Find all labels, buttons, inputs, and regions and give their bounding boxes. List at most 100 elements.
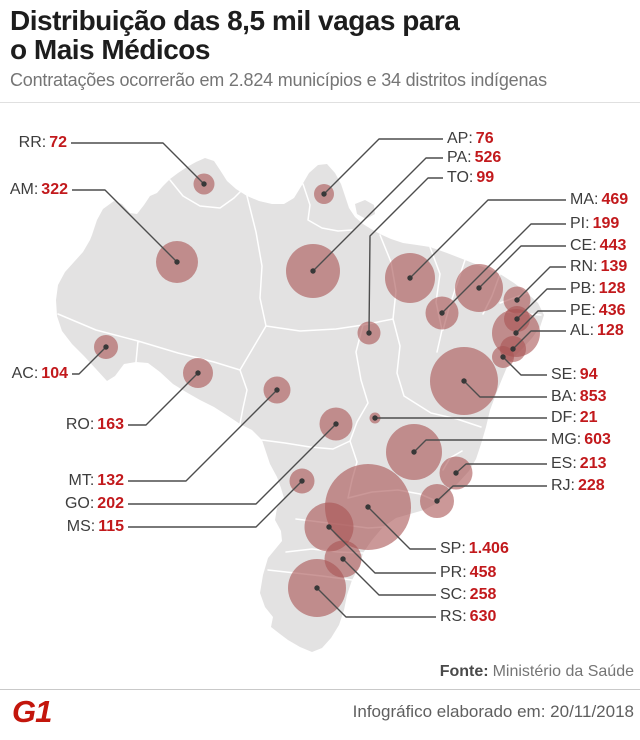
leader-line-AM (72, 189, 178, 263)
state-value: 115 (98, 518, 124, 535)
header-divider (0, 102, 640, 103)
header: Distribuição das 8,5 mil vagas para o Ma… (10, 6, 630, 91)
state-label-GO: GO: 202 (65, 494, 124, 514)
state-label-ES: ES: 213 (551, 454, 607, 474)
leader-line-MG (413, 439, 547, 453)
state-value: 213 (579, 455, 607, 472)
leader-line-ES (455, 463, 547, 474)
state-value: 258 (469, 586, 497, 603)
state-value: 228 (578, 477, 605, 494)
state-label-TO: TO: 99 (447, 168, 494, 188)
leader-dot-AM (174, 259, 180, 265)
state-abbr: SP: (440, 540, 466, 557)
page-title-line1: Distribuição das 8,5 mil vagas para (10, 5, 460, 36)
footer-divider (0, 689, 640, 690)
leader-dot-PR (326, 524, 332, 530)
state-value: 128 (597, 322, 624, 339)
leader-line-CE (478, 245, 566, 289)
state-label-DF: DF: 21 (551, 408, 598, 428)
leader-dot-RS (314, 585, 320, 591)
credit-note: Infográfico elaborado em: 20/11/2018 (352, 702, 634, 721)
leader-dot-PE (513, 330, 519, 336)
state-abbr: PR: (440, 564, 467, 581)
state-abbr: CE: (570, 237, 597, 254)
state-abbr: DF: (551, 409, 577, 426)
state-value: 99 (476, 169, 495, 186)
state-abbr: AL: (570, 322, 595, 339)
state-value: 630 (469, 608, 497, 625)
state-value: 104 (41, 365, 68, 382)
state-label-SE: SE: 94 (551, 365, 598, 385)
state-abbr: MS: (66, 518, 96, 535)
state-label-BA: BA: 853 (551, 387, 607, 407)
state-abbr: TO: (447, 169, 474, 186)
state-value: 72 (49, 134, 67, 151)
state-value: 443 (599, 237, 627, 254)
state-label-PR: PR: 458 (440, 563, 496, 583)
state-label-MA: MA: 469 (570, 190, 628, 210)
leader-line-SE (502, 356, 547, 376)
state-abbr: RN: (570, 258, 598, 275)
state-abbr: GO: (64, 495, 95, 512)
state-abbr: PE: (570, 302, 596, 319)
leader-dot-GO (333, 421, 339, 427)
state-label-PB: PB: 128 (570, 279, 626, 299)
leader-line-PE (515, 310, 566, 334)
state-abbr: PI: (570, 215, 590, 232)
state-abbr: AP: (447, 130, 473, 147)
leader-line-TO (368, 177, 443, 334)
state-abbr: BA: (551, 388, 577, 405)
state-label-PA: PA: 526 (447, 148, 501, 168)
page-title-line2: o Mais Médicos (10, 34, 210, 65)
state-label-PE: PE: 436 (570, 301, 626, 321)
state-label-AL: AL: 128 (570, 321, 624, 341)
source-value: Ministério da Saúde (492, 663, 634, 680)
page-subtitle: Contratações ocorrerão em 2.824 municípi… (10, 70, 547, 90)
source-label: Fonte: (439, 663, 489, 680)
state-label-AC: AC: 104 (12, 364, 68, 384)
leader-dot-PA (310, 268, 316, 274)
state-abbr: PA: (447, 149, 472, 166)
leader-dot-AC (103, 344, 109, 350)
state-label-SP: SP: 1.406 (440, 539, 509, 559)
leader-dot-RN (514, 297, 520, 303)
state-label-RS: RS: 630 (440, 607, 496, 627)
state-abbr: RR: (18, 134, 47, 151)
leader-dot-MG (411, 449, 417, 455)
g1-logo: G1 (12, 694, 52, 729)
state-label-MS: MS: 115 (67, 517, 124, 537)
state-value: 436 (598, 302, 626, 319)
leader-lines (71, 138, 566, 618)
leader-dot-PB (514, 316, 520, 322)
page-title: Distribuição das 8,5 mil vagas para o Ma… (10, 6, 630, 64)
state-value: 139 (600, 258, 628, 275)
leader-dot-DF (372, 415, 378, 421)
state-value: 21 (579, 409, 598, 426)
leader-line-BA (463, 380, 547, 398)
state-value: 1.406 (468, 540, 509, 557)
state-label-RR: RR: 72 (19, 133, 67, 153)
leader-dot-CE (476, 285, 482, 291)
leader-line-PR (328, 526, 436, 574)
state-label-CE: CE: 443 (570, 236, 626, 256)
state-abbr: MG: (551, 431, 582, 448)
state-abbr: AM: (9, 181, 39, 198)
state-value: 526 (474, 149, 502, 166)
state-label-AP: AP: 76 (447, 129, 494, 149)
leader-line-SP (367, 506, 436, 550)
leader-line-MS (128, 480, 303, 528)
state-abbr: PB: (570, 280, 596, 297)
leader-dot-RO (195, 370, 201, 376)
leader-line-PI (441, 223, 566, 314)
leader-line-MA (409, 199, 566, 279)
source-note: Fonte: Ministério da Saúde (440, 663, 634, 681)
state-value: 199 (592, 215, 620, 232)
leader-line-MT (128, 389, 278, 482)
leader-dot-MT (274, 387, 280, 393)
state-value: 94 (579, 366, 598, 383)
leader-line-GO (128, 423, 337, 505)
leader-line-RR (71, 142, 205, 185)
leader-dot-AL (510, 346, 516, 352)
leader-line-PA (312, 157, 443, 272)
